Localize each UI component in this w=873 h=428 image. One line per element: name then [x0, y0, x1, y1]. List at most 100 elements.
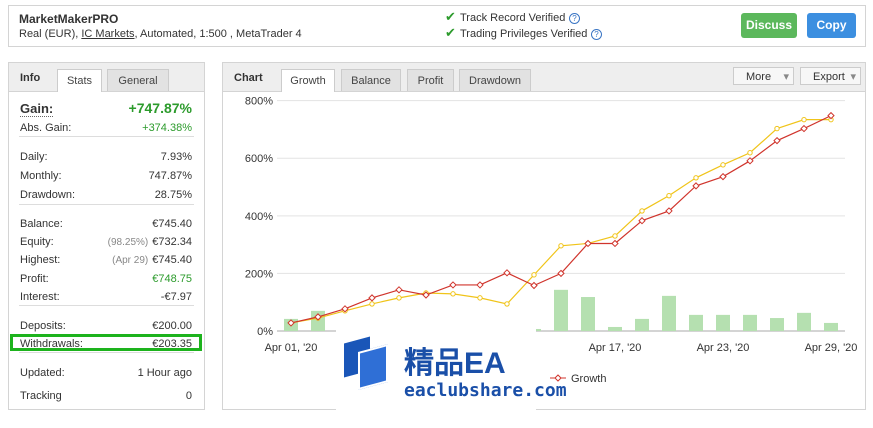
stat-label: Highest: — [20, 254, 61, 266]
bar — [743, 314, 757, 331]
marker — [476, 281, 484, 289]
gain-value: +747.87% — [128, 100, 192, 116]
tab[interactable]: Growth — [281, 69, 335, 92]
marker — [612, 233, 618, 239]
stat-value: 1 Hour ago — [137, 367, 192, 379]
tab[interactable]: Stats — [57, 69, 102, 92]
marker — [584, 239, 592, 248]
x-tick-label: Apr 29, '20 — [805, 342, 858, 354]
marker — [395, 286, 403, 294]
marker — [449, 281, 457, 289]
marker — [719, 172, 727, 181]
tab[interactable]: Profit — [407, 69, 454, 91]
stat-value-row: 747.87% — [149, 170, 192, 182]
stat-label: Deposits: — [20, 320, 66, 332]
marker — [774, 125, 780, 132]
broker-link[interactable]: IC Markets — [81, 28, 135, 40]
bar — [608, 326, 622, 331]
stat-label: Balance: — [20, 218, 63, 230]
marker — [341, 305, 349, 313]
more-menu[interactable]: More ▾ — [733, 67, 794, 85]
stat-note: (98.25%) — [107, 237, 149, 248]
help-icon[interactable]: ? — [591, 29, 602, 40]
y-tick-label: 0% — [257, 326, 273, 338]
marker — [800, 124, 808, 133]
header: MarketMakerPRO Real (EUR), IC Markets, A… — [8, 5, 866, 47]
marker — [638, 217, 646, 225]
stat-value: €732.34 — [152, 236, 192, 248]
stat-value-row: (Apr 29) €745.40 — [112, 254, 192, 266]
marker — [639, 208, 645, 214]
stat-value: +374.38% — [142, 122, 192, 134]
info-panel: Info Stats General Gain: +747.87% Abs. G… — [8, 62, 205, 410]
stat-value: €200.00 — [152, 320, 192, 332]
tab-strip — [9, 63, 204, 92]
stat-value: 0 — [185, 390, 192, 402]
panel-title: Chart — [234, 72, 263, 84]
marker — [692, 182, 700, 190]
x-tick-label: Apr 17, '20 — [589, 342, 642, 354]
marker — [666, 192, 672, 199]
discuss-button[interactable]: Discuss — [741, 13, 797, 38]
marker — [530, 281, 538, 290]
menu-label: Export — [813, 71, 845, 83]
stat-value: €203.35 — [152, 338, 192, 350]
stat-value-row: €200.00 — [152, 320, 192, 332]
marker — [611, 239, 619, 248]
stat-label: Interest: — [20, 291, 60, 303]
y-tick-label: 600% — [245, 153, 273, 165]
export-menu[interactable]: Export ▾ — [800, 67, 861, 85]
marker — [720, 162, 726, 168]
help-icon[interactable]: ? — [569, 13, 580, 24]
stat-value-row: (98.25%) €732.34 — [108, 236, 192, 248]
stat-label: Monthly: — [20, 170, 62, 182]
stat-label: Tracking — [20, 390, 62, 402]
stat-label: Withdrawals: — [20, 338, 83, 350]
marker — [287, 319, 295, 327]
bar — [797, 312, 811, 331]
x-tick-label: Apr 01, '20 — [265, 342, 318, 354]
tab[interactable]: General — [107, 69, 169, 91]
tab[interactable]: Balance — [341, 69, 401, 91]
stat-value-row: 0 — [186, 390, 192, 402]
separator — [19, 136, 194, 137]
marker — [827, 111, 835, 120]
system-title: MarketMakerPRO — [19, 12, 119, 26]
marker — [746, 157, 754, 165]
marker — [665, 207, 673, 215]
stat-value: 747.87% — [148, 170, 192, 182]
marker — [477, 295, 483, 301]
stat-note: (Apr 29) — [112, 255, 149, 266]
marker — [369, 301, 375, 307]
subtitle-text: Real (EUR), — [19, 28, 82, 40]
stat-value: 28.75% — [154, 189, 192, 201]
marker — [450, 291, 456, 297]
y-tick-label: 200% — [245, 268, 273, 280]
stat-value-row: 28.75% — [155, 189, 192, 201]
bar — [716, 314, 730, 331]
verified: Track Record Verified — [460, 12, 566, 24]
stat-value-row: €748.75 — [152, 273, 192, 285]
subtitle: Real (EUR), IC Markets, Automated, 1:500… — [19, 28, 302, 40]
marker — [773, 136, 781, 145]
bar — [581, 297, 595, 331]
tab[interactable]: Drawdown — [459, 69, 531, 91]
subtitle-text: , Automated, 1:500 , MetaTrader 4 — [134, 28, 302, 40]
marker — [747, 150, 753, 156]
x-tick-label: Apr 23, '20 — [697, 342, 750, 354]
arrow: ▾ — [783, 71, 789, 83]
y-tick-label: 800% — [245, 96, 273, 108]
chart-panel: Chart Growth Balance Profit Drawdown Mor… — [222, 62, 866, 410]
stat-label: Profit: — [20, 273, 49, 285]
copy-button[interactable]: Copy — [807, 13, 856, 38]
bar — [689, 314, 703, 331]
bar — [824, 322, 838, 331]
marker — [503, 269, 511, 277]
marker — [422, 291, 430, 299]
stat-value-row: +374.38% — [142, 122, 192, 134]
marker — [314, 313, 322, 321]
bar — [554, 289, 568, 331]
stat-value-row: €745.40 — [152, 218, 192, 230]
stat-label: Daily: — [20, 151, 48, 163]
